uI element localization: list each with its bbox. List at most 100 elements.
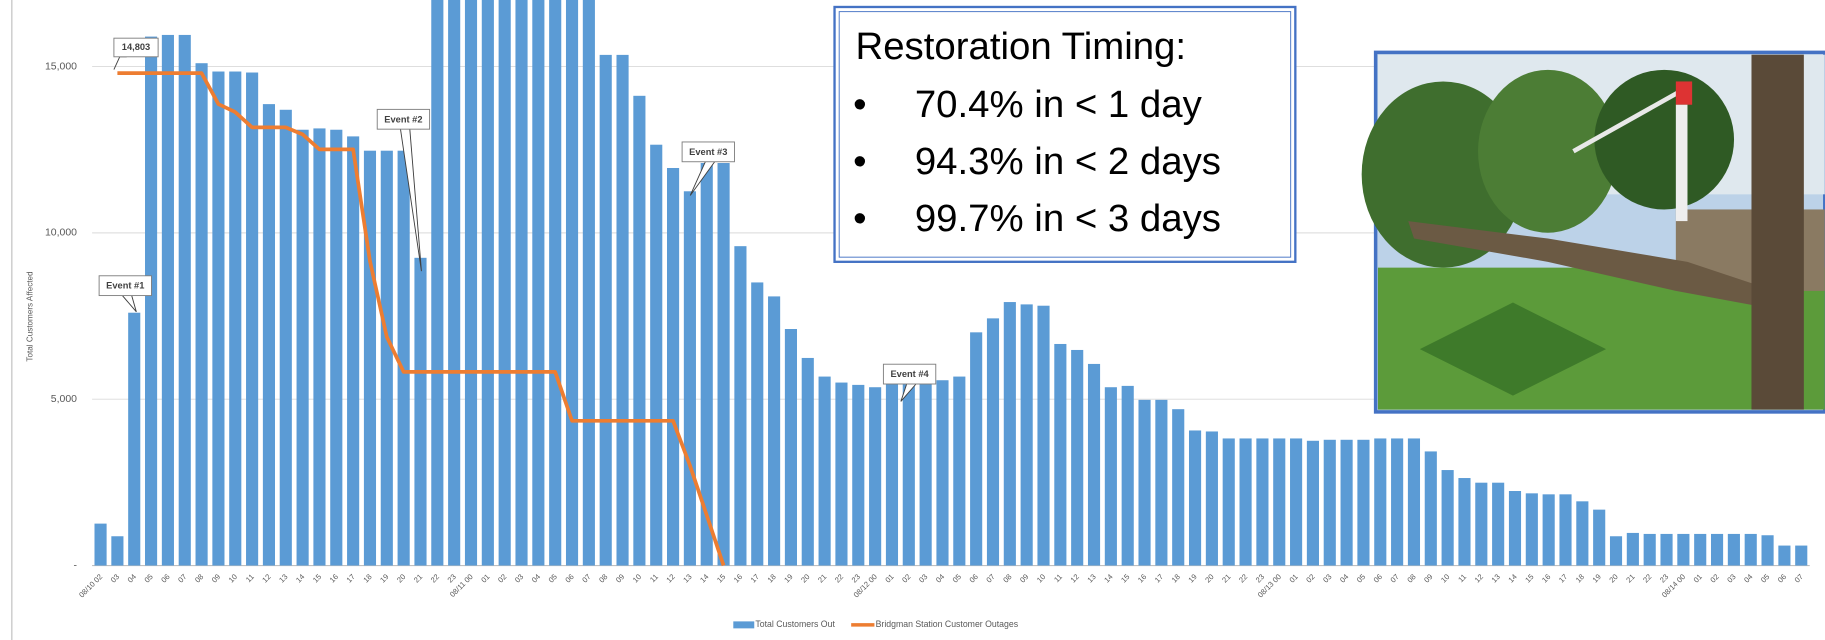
bar — [835, 383, 847, 566]
x-tick-label: 08 — [1405, 572, 1417, 584]
bar — [1172, 409, 1184, 565]
x-tick-label: 05 — [143, 572, 155, 584]
x-tick-label: 01 — [479, 572, 491, 584]
text-box-item: 99.7% in < 3 days — [915, 197, 1221, 240]
bar — [1442, 470, 1454, 565]
text-box-item: 94.3% in < 2 days — [915, 140, 1221, 183]
callout-pointer — [114, 57, 127, 70]
legend-label: Bridgman Station Customer Outages — [876, 619, 1019, 629]
x-tick-label: 04 — [934, 572, 946, 584]
x-tick-label: 05 — [547, 572, 559, 584]
x-tick-label: 22 — [429, 572, 441, 584]
annotation: Event #1 — [106, 281, 144, 291]
bar — [1138, 400, 1150, 566]
x-tick-label: 08 — [597, 572, 609, 584]
bar — [364, 151, 376, 566]
bar — [802, 358, 814, 566]
x-tick-label: 23 — [1254, 572, 1266, 584]
bar — [869, 387, 881, 565]
bar — [246, 73, 258, 566]
x-tick-label: 14 — [1102, 572, 1114, 584]
bar — [532, 0, 544, 566]
x-tick-label: 15 — [1119, 572, 1131, 584]
x-tick-label: 16 — [328, 572, 340, 584]
bullet: • — [853, 83, 866, 126]
bar — [381, 151, 393, 566]
bar — [718, 163, 730, 566]
photo-bucket — [1676, 81, 1692, 104]
bar — [1273, 438, 1285, 565]
bar — [549, 0, 561, 566]
annotation: Event #4 — [890, 369, 929, 379]
x-tick-label: 19 — [378, 572, 390, 584]
bar — [1408, 438, 1420, 565]
bar — [616, 55, 628, 566]
bar — [1088, 364, 1100, 566]
x-tick-label: 21 — [816, 572, 828, 584]
x-tick-label: 04 — [1338, 572, 1350, 584]
legend-swatch — [733, 621, 754, 628]
bar — [970, 332, 982, 565]
x-tick-label: 04 — [1742, 572, 1754, 584]
bar — [297, 130, 309, 566]
x-tick-label: 19 — [1186, 572, 1198, 584]
bar — [1425, 451, 1437, 565]
x-tick-label: 09 — [210, 572, 222, 584]
x-tick-label: 15 — [1523, 572, 1535, 584]
bar — [347, 136, 359, 565]
x-tick-label: 18 — [1170, 572, 1182, 584]
x-tick-label: 11 — [244, 572, 256, 584]
bar — [1105, 387, 1117, 565]
bar — [179, 35, 191, 566]
bar — [1627, 533, 1639, 566]
x-tick-label: 01 — [1692, 572, 1704, 584]
x-tick-label: 03 — [917, 572, 929, 584]
annotation: Event #2 — [384, 114, 422, 124]
x-tick-label: 10 — [1439, 572, 1451, 584]
legend-label: Total Customers Out — [755, 619, 835, 629]
x-tick-label: 06 — [1776, 572, 1788, 584]
bar — [1256, 438, 1268, 565]
bar — [1728, 534, 1740, 566]
bar — [1458, 478, 1470, 565]
x-tick-label: 12 — [1069, 572, 1081, 584]
x-tick-label: 18 — [1574, 572, 1586, 584]
x-tick-label: 07 — [580, 572, 592, 584]
x-tick-label: 02 — [900, 572, 912, 584]
bar — [1223, 438, 1235, 565]
x-tick-label: 01 — [883, 572, 895, 584]
bar — [1357, 440, 1369, 566]
x-tick-label: 23 — [850, 572, 862, 584]
photo-truck — [1676, 105, 1688, 221]
x-tick-label: 01 — [1288, 572, 1300, 584]
bar — [263, 104, 275, 565]
bar — [1694, 534, 1706, 566]
x-tick-label: 07 — [176, 572, 188, 584]
bar — [162, 35, 174, 566]
bar — [852, 385, 864, 566]
bar — [1660, 534, 1672, 566]
bar — [1762, 535, 1774, 565]
bar — [1526, 493, 1538, 565]
bar — [1391, 438, 1403, 565]
x-tick-label: 04 — [530, 572, 542, 584]
x-tick-label: 20 — [799, 572, 811, 584]
x-tick-label: 12 — [260, 572, 272, 584]
bar — [431, 0, 443, 566]
bar — [1122, 386, 1134, 566]
x-tick-label: 05 — [1759, 572, 1771, 584]
x-tick-label: 02 — [496, 572, 508, 584]
x-tick-label: 20 — [1607, 572, 1619, 584]
bar — [1778, 546, 1790, 566]
x-tick-label: 17 — [1557, 572, 1569, 584]
bar — [196, 63, 208, 565]
bar — [1374, 438, 1386, 565]
x-tick-label: 08 — [193, 572, 205, 584]
x-tick-label: 13 — [1490, 572, 1502, 584]
x-tick-label: 14 — [294, 572, 306, 584]
x-tick-label: 07 — [1389, 572, 1401, 584]
x-tick-label: 03 — [1725, 572, 1737, 584]
bar — [1677, 534, 1689, 566]
x-tick-label: 06 — [563, 572, 575, 584]
x-tick-label: 16 — [1540, 572, 1552, 584]
